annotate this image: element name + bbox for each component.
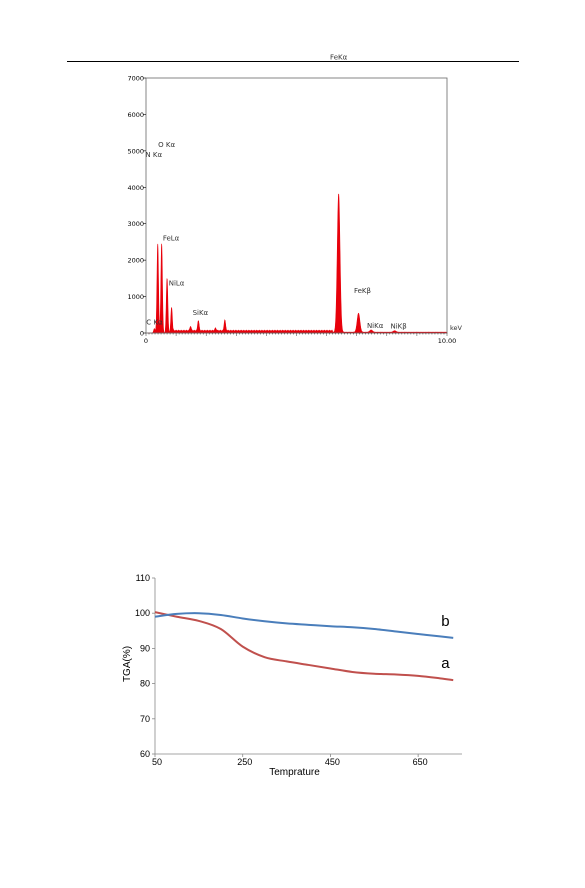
eds-y-tick-label: 1000 xyxy=(127,293,144,301)
eds-frame xyxy=(145,77,448,334)
eds-y-tick: 2000 xyxy=(127,257,146,265)
eds-y-tick: 1000 xyxy=(127,293,146,301)
eds-x-tick-label: 0 xyxy=(144,337,148,345)
eds-peak-label: NiKα xyxy=(367,322,384,330)
eds-plot-area xyxy=(147,193,448,334)
eds-y-tick: 6000 xyxy=(127,111,146,119)
eds-peak-labels: C Kα N Kα O Kα FeLα NiLα SiKα FeKα FeKβ NiKα NiKβ xyxy=(145,54,406,331)
eds-y-tick: 0 xyxy=(140,330,146,338)
eds-peak-label: FeKα xyxy=(330,54,348,62)
eds-y-tick-label: 6000 xyxy=(127,111,144,119)
eds-y-tick-label: 7000 xyxy=(127,75,144,83)
eds-y-tick: 7000 xyxy=(127,75,146,83)
eds-peak-label: FeKβ xyxy=(354,287,371,295)
eds-peak-label: FeLα xyxy=(163,234,180,242)
eds-peak-label: O Kα xyxy=(158,141,175,149)
eds-y-tick: 5000 xyxy=(127,147,146,155)
eds-peak-label: NiKβ xyxy=(391,323,407,331)
header-rule xyxy=(67,61,519,62)
eds-peak-label: SiKα xyxy=(193,309,209,317)
eds-y-tick-label: 4000 xyxy=(127,184,144,192)
eds-x-axis-unit: keV xyxy=(450,324,463,332)
eds-y-tick-label: 3000 xyxy=(127,220,144,228)
eds-spectrum-area xyxy=(147,193,448,334)
eds-y-tick: 3000 xyxy=(127,220,146,228)
eds-y-tick-label: 2000 xyxy=(127,257,144,265)
eds-y-tick: 4000 xyxy=(127,184,146,192)
eds-x-tick-label: 10.00 xyxy=(438,337,457,345)
eds-y-tick-label: 5000 xyxy=(127,147,144,155)
eds-y-tick-label: 0 xyxy=(140,330,144,338)
eds-peak-label: NiLα xyxy=(169,280,185,288)
eds-peak-label: N Kα xyxy=(145,151,162,159)
eds-peak-label: C Kα xyxy=(146,319,163,327)
eds-axes: 0 1000 2000 3000 4000 5000 6000 7000 0 10.00 keV xyxy=(127,75,462,346)
